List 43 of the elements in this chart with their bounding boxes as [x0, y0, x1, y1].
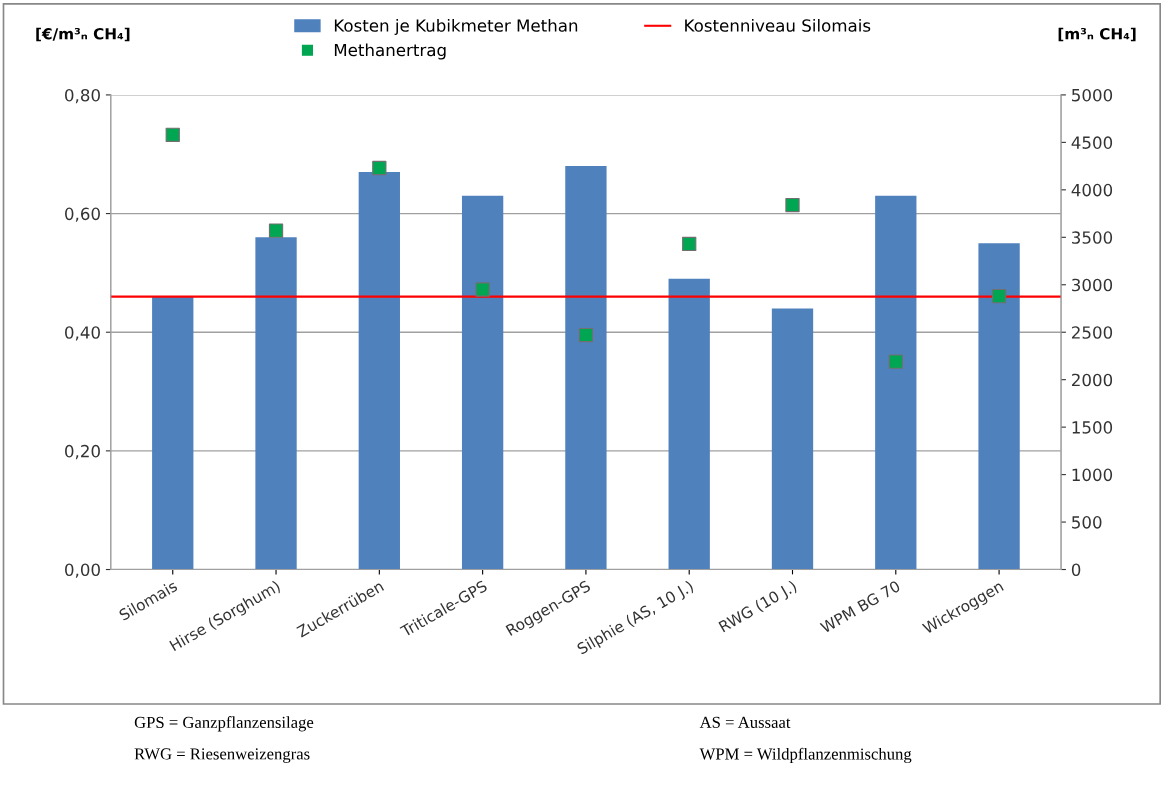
y2-tick-label: 3000 — [1072, 278, 1113, 292]
y2-tick-label: 2000 — [1072, 373, 1113, 387]
y2-tick-label: 1500 — [1072, 421, 1113, 434]
point — [165, 127, 180, 142]
y-tick-label: 0,20 — [65, 444, 100, 460]
text: AS = Aussaat — [699, 716, 791, 728]
text: GPS = Ganzpflanzensilage — [134, 716, 314, 732]
y-tick-label: 0,60 — [65, 207, 100, 222]
bar — [461, 195, 504, 570]
bar — [771, 308, 814, 570]
y2-tick-label: 0 — [1071, 563, 1081, 577]
bar — [255, 237, 297, 570]
text: WPM = Wildpflanzenmischung — [699, 747, 912, 764]
y-tick-label: 0,00 — [65, 563, 100, 578]
legend-label: Kostenniveau Silomais — [685, 18, 871, 32]
bar — [565, 166, 607, 570]
y2-tick-label: 5000 — [1072, 88, 1113, 102]
point — [475, 282, 490, 297]
point — [268, 223, 284, 238]
point — [888, 354, 903, 369]
bar — [668, 278, 710, 570]
y-tick-label: 0,80 — [65, 88, 100, 104]
bar — [152, 296, 194, 570]
bar — [978, 243, 1020, 570]
bar — [875, 195, 917, 570]
text: RWG = Riesenweizengras — [134, 748, 310, 763]
y2-tick-label: 2500 — [1072, 326, 1113, 339]
point — [372, 160, 387, 176]
y-tick-label: 0,40 — [65, 326, 100, 341]
point — [578, 327, 594, 343]
point — [785, 197, 800, 213]
legend-label: Kosten je Kubikmeter Methan — [334, 18, 578, 36]
y-axis-title: [€/m³ₙ CH₄] — [36, 27, 130, 42]
bar — [358, 172, 400, 570]
point — [682, 236, 697, 252]
y2-tick-label: 3500 — [1072, 231, 1113, 244]
y2-tick-label: 500 — [1072, 516, 1102, 529]
legend-label: Methanertrag — [334, 43, 446, 60]
y2-tick-label: 4500 — [1071, 136, 1113, 149]
y2-axis-title: [m³ₙ CH₄] — [1058, 27, 1136, 42]
point — [991, 289, 1007, 304]
y2-tick-label: 4000 — [1071, 183, 1113, 197]
y2-tick-label: 1000 — [1072, 468, 1113, 482]
